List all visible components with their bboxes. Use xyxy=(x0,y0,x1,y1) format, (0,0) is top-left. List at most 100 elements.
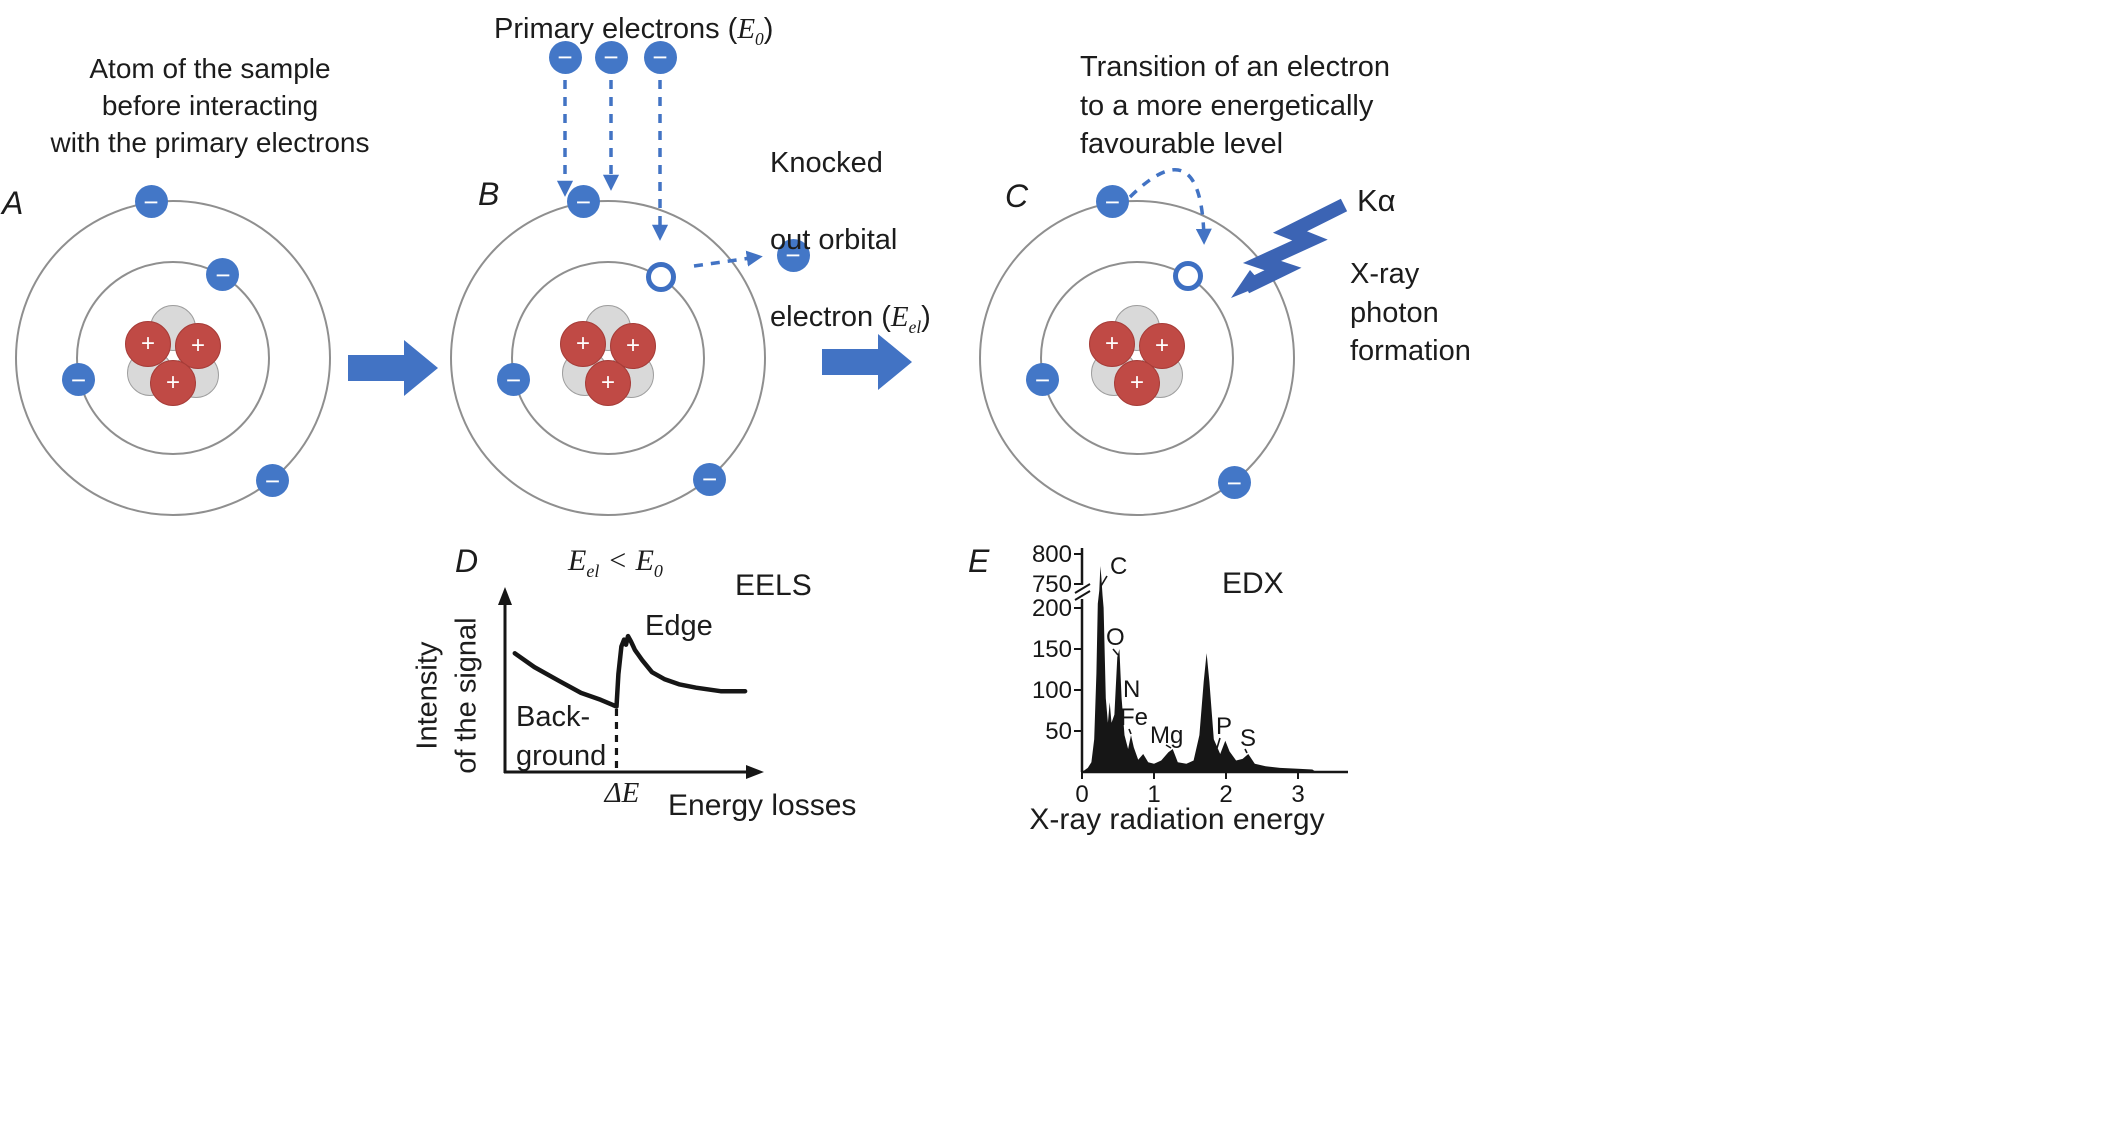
electron: − xyxy=(1025,363,1059,397)
edx-x-tick-label: 2 xyxy=(1219,781,1232,808)
math-var: E xyxy=(568,544,587,577)
atom-a-outer-ring xyxy=(15,200,331,516)
label-line: Knocked xyxy=(770,146,883,179)
electron-vacancy xyxy=(645,261,676,292)
panel-b-label: B xyxy=(478,176,500,212)
edx-x-tick-label: 1 xyxy=(1147,781,1160,808)
math-var: E xyxy=(890,300,909,333)
edx-title: EDX xyxy=(1222,567,1284,600)
electron: − xyxy=(496,363,530,397)
edx-y-tick-label: 150 xyxy=(1032,636,1072,663)
panel-d-label: D xyxy=(455,543,479,579)
math-sub: el xyxy=(908,316,922,337)
electron: − xyxy=(643,40,677,74)
edx-y-tick-label: 50 xyxy=(1045,718,1072,745)
step-arrow-a-to-b xyxy=(348,340,438,396)
atom-b-inner-ring xyxy=(511,261,705,455)
edx-y-tick-label: 750 xyxy=(1032,571,1072,598)
proton: + xyxy=(1089,321,1135,367)
eels-title: EELS xyxy=(735,569,812,602)
edx-x-tick-label: 0 xyxy=(1075,781,1088,808)
math-sub: el xyxy=(586,561,600,581)
xray-bolt-icon xyxy=(1242,198,1348,294)
transition-arrow xyxy=(1128,168,1212,245)
edx-y-tick-label: 200 xyxy=(1032,595,1072,622)
eels-chart xyxy=(498,587,764,779)
atom-c-outer-ring xyxy=(979,200,1295,516)
eels-curve xyxy=(512,633,748,709)
eels-background-label: Back- ground xyxy=(516,701,607,772)
proton: + xyxy=(1114,360,1160,406)
atom-a-inner-ring xyxy=(76,261,270,455)
electron-vacancy xyxy=(1173,260,1204,291)
step-arrow-b-to-c xyxy=(822,334,912,390)
eels-edge-label: Edge xyxy=(645,610,713,642)
label-line: electron (Eel) xyxy=(770,298,931,339)
electron: − xyxy=(594,40,628,74)
label-text: electron ( xyxy=(770,300,891,333)
edx-spectrum-profile xyxy=(1082,566,1316,772)
proton: + xyxy=(175,323,221,369)
xray-photon-label: X-ray photon formation xyxy=(1350,258,1471,368)
electron: − xyxy=(255,464,289,498)
electron: − xyxy=(206,258,240,292)
knocked-electron-label: Knocked out orbital electron (Eel) xyxy=(770,105,931,377)
edx-peak-leader xyxy=(1216,737,1221,749)
edx-peak-label: N xyxy=(1123,676,1140,703)
atom-c-inner-ring xyxy=(1040,261,1234,455)
edx-peak-label: O xyxy=(1106,624,1125,651)
edx-x-ticks: 0 1 2 3 xyxy=(1075,772,1305,808)
math-var: E xyxy=(635,544,654,577)
panel-c-label: C xyxy=(1005,178,1029,214)
proton: + xyxy=(125,321,171,367)
electron: − xyxy=(1217,466,1251,499)
edx-peak-label: Fe xyxy=(1120,704,1148,731)
electron: − xyxy=(693,462,727,496)
eels-energy-relation: Eel < E0 xyxy=(568,541,663,584)
label-text: ) xyxy=(921,300,931,333)
eels-x-axis-arrowhead xyxy=(746,765,764,779)
electron: − xyxy=(134,185,168,219)
transition-caption: Transition of an electron to a more ener… xyxy=(1080,51,1391,161)
edx-peak-leader xyxy=(1128,728,1132,735)
edx-peak-leader xyxy=(1113,700,1121,721)
edx-y-tick-label: 100 xyxy=(1032,677,1072,704)
edx-peak-label: P xyxy=(1216,713,1232,740)
edx-y-tick-label: 800 xyxy=(1032,541,1072,568)
edx-peak-label: C xyxy=(1110,553,1127,580)
math-sub: 0 xyxy=(653,561,663,581)
edx-peak-leader xyxy=(1112,648,1119,656)
math-operator: < xyxy=(607,544,628,577)
proton: + xyxy=(585,360,631,406)
edx-peak-leader xyxy=(1165,744,1172,749)
proton: + xyxy=(150,360,196,406)
electron: − xyxy=(548,40,582,74)
knocked-out-electron-arrow xyxy=(693,250,763,268)
label-text: ) xyxy=(763,13,774,45)
eels-y-axis-arrowhead xyxy=(498,587,512,605)
edx-x-tick-label: 3 xyxy=(1291,781,1304,808)
edx-peak-leader xyxy=(1100,575,1108,587)
proton: + xyxy=(560,321,606,367)
edx-peak-leader xyxy=(1244,748,1248,754)
label-line: out orbital xyxy=(770,223,898,256)
primary-electrons-label: Primary electrons (E0) xyxy=(494,10,773,51)
math-sub: 0 xyxy=(755,28,764,49)
edx-axis-break-mark xyxy=(1074,583,1091,594)
edx-axis-break-mark xyxy=(1074,590,1091,601)
edx-x-axis-label: X-ray radiation energy xyxy=(1029,803,1325,836)
k-alpha-label: Kα xyxy=(1357,183,1396,218)
atom-b-outer-ring xyxy=(450,200,766,516)
label-text: Primary electrons ( xyxy=(494,13,738,45)
xray-bolt-tip xyxy=(1231,270,1263,298)
panel-a-label: A xyxy=(2,185,24,221)
edx-axis-break xyxy=(1075,585,1090,599)
eels-x-axis-label: Energy losses xyxy=(668,789,857,822)
eels-delta-e-label: ΔE xyxy=(604,777,640,809)
